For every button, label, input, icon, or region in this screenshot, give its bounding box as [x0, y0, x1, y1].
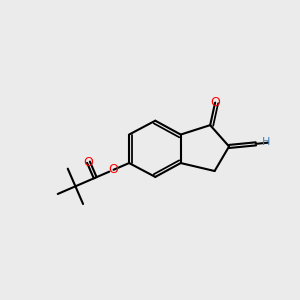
Text: H: H: [262, 136, 270, 146]
Text: O: O: [109, 163, 118, 176]
Text: O: O: [83, 156, 93, 169]
Text: O: O: [210, 96, 220, 109]
